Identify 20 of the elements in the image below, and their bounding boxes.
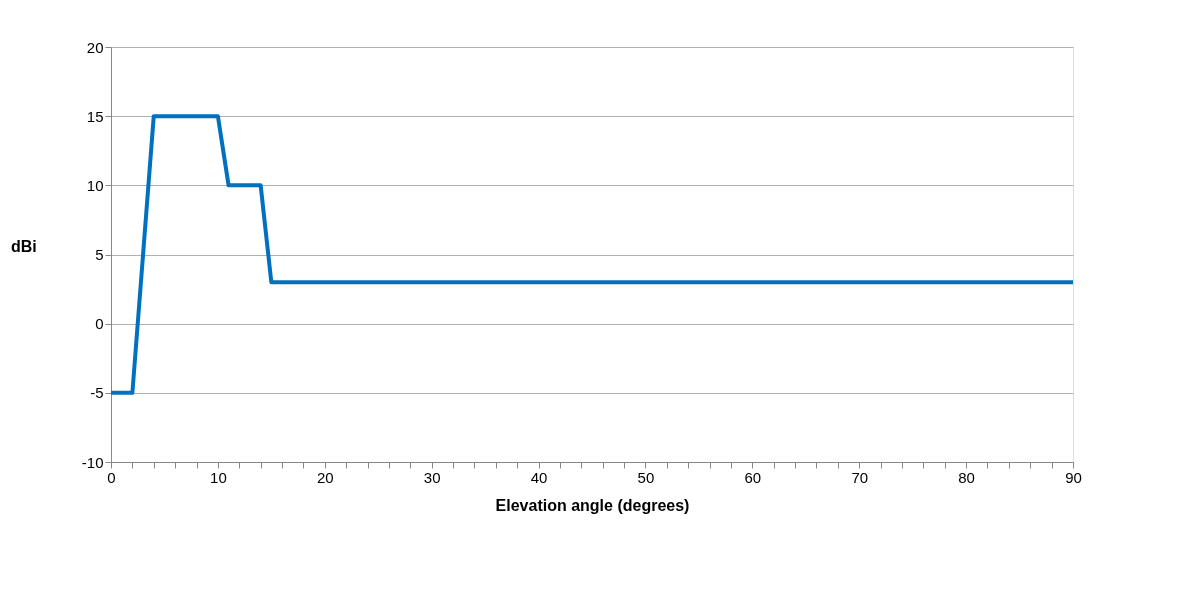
x-tick-label: 60 — [744, 468, 762, 486]
y-tick-label: 15 — [86, 107, 104, 125]
x-axis-title: Elevation angle (degrees) — [495, 496, 690, 514]
x-tick-label: 50 — [637, 468, 655, 486]
y-tick-label: 5 — [95, 246, 104, 263]
x-tick-label: 80 — [958, 468, 975, 486]
y-tick-label: 0 — [95, 315, 104, 333]
x-tick-label: 40 — [530, 468, 548, 486]
x-tick-label: 0 — [107, 468, 116, 486]
y-tick-label: -10 — [81, 453, 104, 471]
line-series — [109, 114, 1075, 395]
y-tick-label: -5 — [90, 384, 104, 402]
x-tick-label: 30 — [423, 468, 441, 486]
x-tick-label: 20 — [316, 468, 334, 486]
y-axis-title: dBi — [11, 238, 37, 255]
y-tick-label: 20 — [86, 38, 104, 56]
x-tick-label: 10 — [210, 468, 227, 486]
y-tick-label: 10 — [86, 176, 104, 194]
x-tick-label: 90 — [1065, 468, 1082, 486]
x-tick-label: 70 — [851, 468, 869, 486]
